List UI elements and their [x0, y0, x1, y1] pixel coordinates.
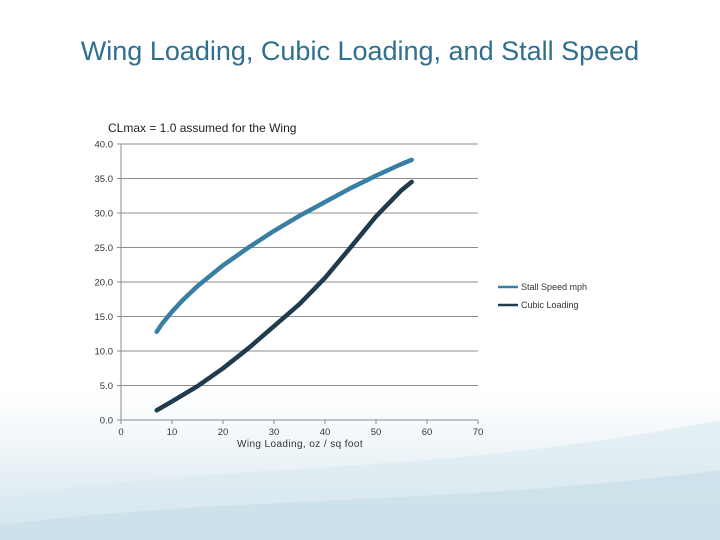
data-point [155, 330, 158, 333]
y-tick-label: 0.0 [100, 416, 113, 427]
data-point [410, 158, 413, 162]
chart-title: CLmax = 1.0 assumed for the Wing [108, 121, 297, 135]
data-point [196, 384, 199, 388]
x-tick-label: 40 [320, 427, 331, 438]
data-point [410, 180, 413, 184]
background-swoosh [0, 420, 720, 540]
data-point [272, 229, 276, 233]
y-tick-label: 5.0 [100, 381, 113, 392]
x-tick-label: 60 [422, 427, 433, 438]
x-tick-label: 0 [118, 427, 123, 438]
x-tick-label: 10 [167, 427, 178, 438]
x-axis-label: Wing Loading, oz / sq foot [236, 439, 364, 450]
data-point [323, 276, 327, 280]
series-line-stall-speed [154, 157, 414, 334]
data-point [272, 324, 276, 328]
data-point [221, 264, 225, 267]
y-tick-label: 35.0 [95, 174, 114, 185]
legend-label: Cubic Loading [521, 300, 579, 310]
data-point [170, 400, 174, 403]
x-tick-label: 50 [371, 427, 382, 438]
data-point [323, 200, 327, 204]
data-point [374, 174, 378, 177]
legend: Stall Speed mph Cubic Loading [498, 282, 587, 310]
data-point [155, 409, 158, 412]
x-tick-label: 30 [269, 427, 280, 438]
y-tick-label: 30.0 [95, 209, 114, 220]
data-point [400, 162, 403, 166]
y-tick-label: 15.0 [95, 312, 114, 323]
axis-layer: 0.0 5.0 10.0 15.0 20.0 25.0 30.0 35.0 40.0 0 10 20 3… [95, 140, 484, 439]
data-point [374, 215, 378, 218]
slide-title: Wing Loading, Cubic Loading, and Stall S… [80, 36, 640, 66]
data-point [170, 310, 174, 313]
y-tick-label: 40.0 [95, 140, 114, 151]
y-tick-label: 25.0 [95, 243, 114, 254]
data-point [400, 189, 403, 192]
data-point [349, 246, 352, 249]
series-layer [154, 157, 414, 413]
data-point [196, 284, 199, 288]
data-point [221, 367, 225, 370]
x-tick-label: 20 [218, 427, 229, 438]
data-point [298, 214, 301, 217]
grid-layer [117, 143, 478, 421]
y-tick-label: 20.0 [95, 278, 114, 289]
data-point [247, 246, 250, 249]
data-point [160, 322, 163, 326]
series-line-cubic-loading [154, 179, 414, 413]
data-point [247, 347, 250, 350]
legend-label: Stall Speed mph [521, 282, 587, 292]
data-point [349, 186, 352, 190]
x-tick-label: 70 [473, 427, 484, 438]
data-point [181, 299, 184, 302]
data-point [298, 302, 301, 306]
y-tick-label: 10.0 [95, 347, 114, 358]
